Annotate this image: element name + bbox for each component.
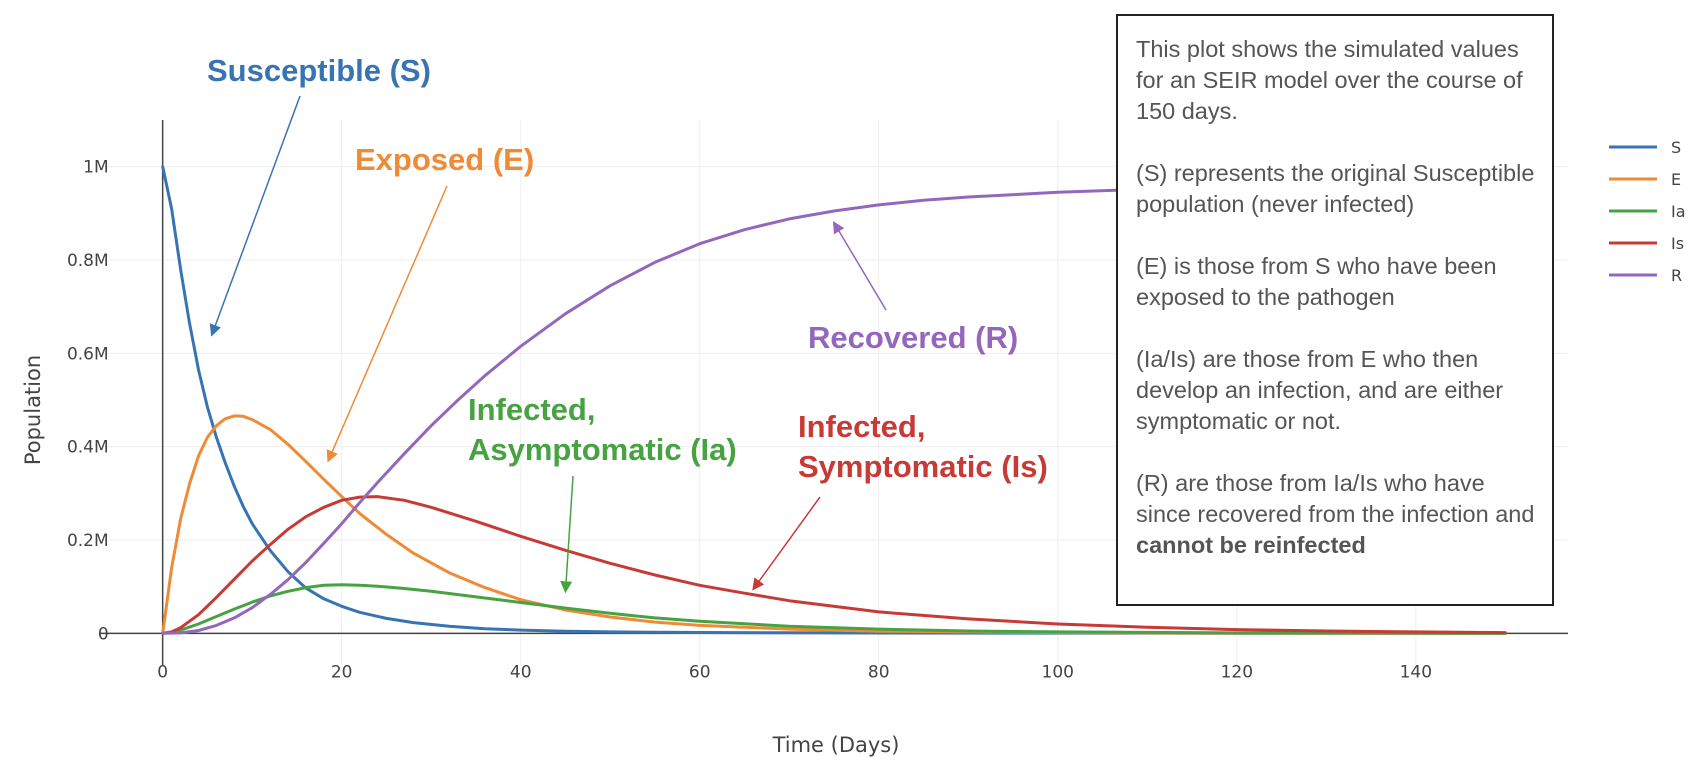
y-tick-label: 1M <box>83 158 108 178</box>
legend-label-s: S <box>1671 138 1681 157</box>
info-paragraph-1: This plot shows the simulated values for… <box>1136 36 1523 124</box>
y-tick-label: 0.8M <box>67 251 109 271</box>
x-tick-label: 100 <box>1042 662 1074 682</box>
annotation-exposed: Exposed (E) <box>326 142 534 463</box>
info-box: This plot shows the simulated values for… <box>1116 14 1554 606</box>
series-line-ia <box>161 583 1507 635</box>
info-paragraph-2: (S) represents the original Susceptible … <box>1136 160 1535 217</box>
y-tick-label: 0.2M <box>67 531 109 551</box>
info-paragraph-5-text: (R) are those from Ia/Is who have since … <box>1136 470 1535 527</box>
series-line-e <box>161 414 1507 635</box>
x-tick-label: 140 <box>1400 662 1432 682</box>
x-tick-label: 120 <box>1221 662 1253 682</box>
x-tick-label: 40 <box>510 662 532 682</box>
legend: SE Ia Is R <box>1609 138 1686 285</box>
y-axis-title: Population <box>21 355 45 465</box>
legend-label-ia: Ia <box>1671 202 1686 221</box>
annotation-symptomatic-label-2: Symptomatic (Is) <box>798 449 1048 484</box>
legend-label-r: R <box>1671 266 1682 285</box>
annotation-recovered: Recovered (R) <box>808 220 1018 355</box>
annotation-recovered-label: Recovered (R) <box>808 320 1018 355</box>
series-line-is <box>161 495 1507 635</box>
x-tick-label: 20 <box>331 662 353 682</box>
annotation-asymptomatic-label-1: Infected, <box>468 392 595 427</box>
annotation-recovered-arrow <box>832 220 887 311</box>
annotation-susceptible-arrow <box>209 95 301 337</box>
y-tick-label: 0.6M <box>67 344 109 364</box>
tick-labels: 0 20 40 60 80 100 120 140 0 0.2M 0.4M 0.6M 0.8M 1M <box>67 158 1432 683</box>
x-tick-label: 0 <box>157 662 168 682</box>
info-paragraph-5-bold: cannot be reinfected <box>1136 532 1366 558</box>
x-tick-label: 80 <box>868 662 890 682</box>
annotation-symptomatic: Infected, Symptomatic (Is) <box>752 409 1048 591</box>
annotation-symptomatic-arrow <box>752 496 821 591</box>
annotation-symptomatic-label-1: Infected, <box>798 409 925 444</box>
y-tick-label: 0 <box>98 624 109 644</box>
legend-label-is: Is <box>1671 234 1684 253</box>
annotation-exposed-arrow <box>326 185 448 463</box>
info-paragraph-4: (Ia/Is) are those from E who then develo… <box>1136 346 1504 434</box>
annotation-asymptomatic-label-2: Asymptomatic (Ia) <box>468 432 737 467</box>
annotation-exposed-label: Exposed (E) <box>355 142 534 177</box>
x-axis-title: Time (Days) <box>772 733 900 757</box>
info-paragraph-3: (E) is those from S who have been expose… <box>1136 253 1497 310</box>
annotation-susceptible: Susceptible (S) <box>207 53 431 337</box>
annotation-asymptomatic: Infected, Asymptomatic (Ia) <box>468 392 737 594</box>
series-lines <box>161 165 1507 635</box>
info-paragraph-5: (R) are those from Ia/Is who have since … <box>1136 468 1536 561</box>
x-tick-label: 60 <box>689 662 711 682</box>
series-line-r <box>161 182 1507 635</box>
series-line-s <box>161 165 1507 635</box>
legend-label-e: E <box>1671 170 1681 189</box>
annotation-susceptible-label: Susceptible (S) <box>207 53 431 88</box>
annotation-asymptomatic-arrow <box>560 475 574 594</box>
y-tick-label: 0.4M <box>67 438 109 458</box>
